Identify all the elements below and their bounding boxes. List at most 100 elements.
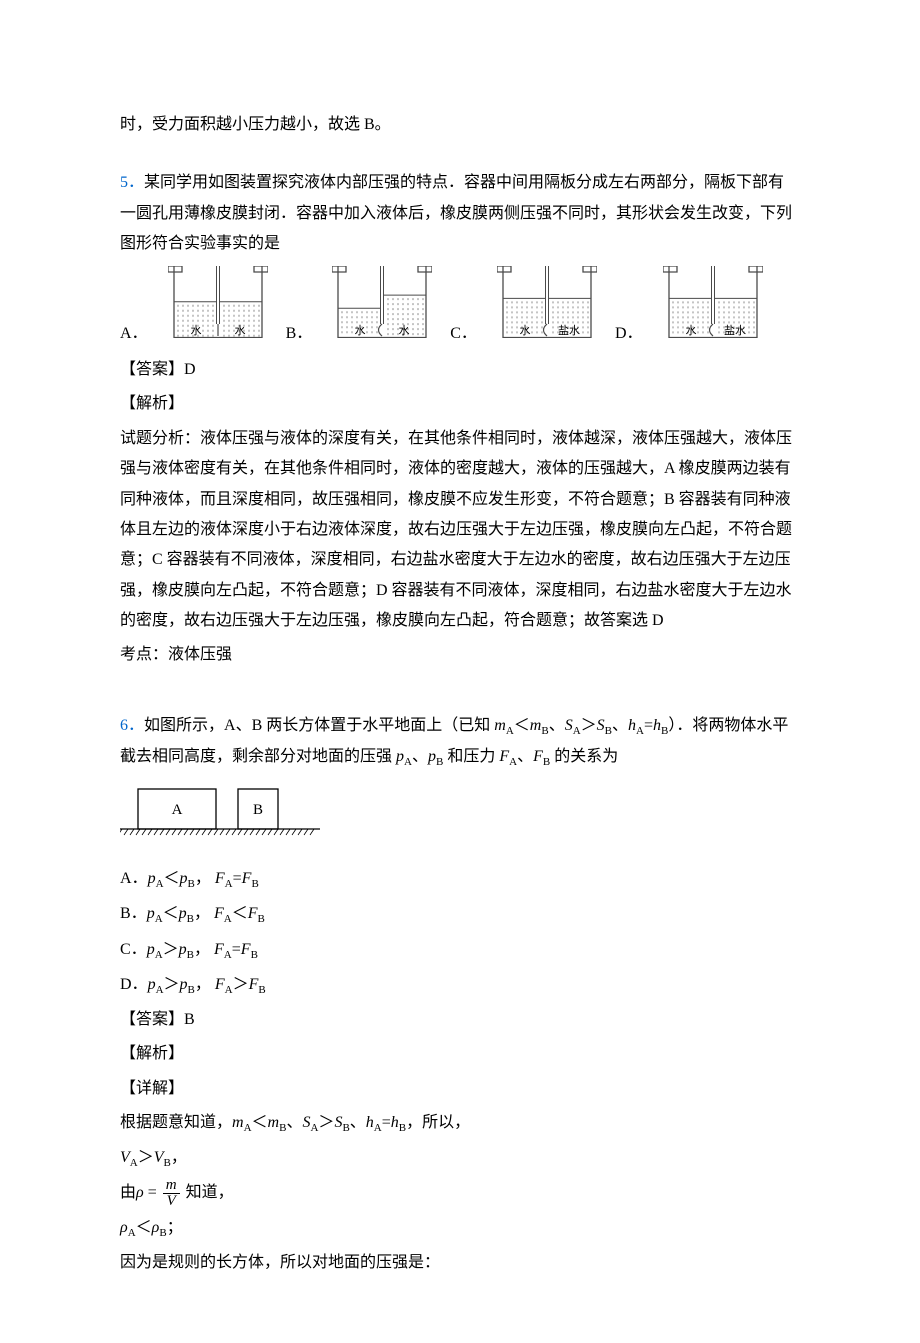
svg-text:B: B <box>253 802 263 818</box>
sym: F <box>533 748 543 765</box>
sym: F <box>249 976 259 993</box>
frac-num: m <box>163 1178 180 1194</box>
op: = <box>644 717 653 734</box>
sub: A <box>156 984 164 996</box>
op: ＜ <box>232 905 248 922</box>
q6-detail-label: 【详解】 <box>120 1074 800 1104</box>
q5-topic: 考点：液体压强 <box>120 640 800 670</box>
sym: F <box>248 905 258 922</box>
svg-text:水: 水 <box>234 324 245 337</box>
answer-label: 【答案】 <box>120 361 184 378</box>
sep: 、 <box>612 717 628 734</box>
q5-options-row: A． 水水 B． 水水 C． 水盐水 D． 水盐水 <box>120 266 800 349</box>
spacer <box>120 675 800 711</box>
q5-opt-a-label: A． <box>120 319 148 349</box>
sym: ρ <box>120 1219 128 1236</box>
sym: p <box>180 870 188 887</box>
sub: B <box>188 879 195 891</box>
sub: A <box>130 1157 138 1169</box>
answer-label: 【答案】 <box>120 1011 184 1028</box>
sub: A <box>156 879 164 891</box>
prev-fragment: 时，受力面积越小压力越小，故选 B。 <box>120 110 800 140</box>
sub: A <box>155 914 163 926</box>
sub: A <box>506 725 514 737</box>
sub: A <box>573 725 581 737</box>
op: ＜ <box>252 1114 268 1131</box>
opt-label: A． <box>120 870 148 887</box>
op: = <box>233 870 242 887</box>
q6-last: 因为是规则的长方体，所以对地面的压强是： <box>120 1248 800 1278</box>
sub: B <box>159 1227 166 1239</box>
q5-number: 5． <box>120 174 144 191</box>
op: ＞ <box>138 1149 154 1166</box>
txt: 由 <box>120 1184 136 1201</box>
sub: B <box>251 879 258 891</box>
sep: ， <box>194 941 210 958</box>
sym: F <box>214 941 224 958</box>
sym: m <box>494 717 506 734</box>
sym: ρ <box>136 1184 144 1201</box>
sym: F <box>215 870 225 887</box>
sym: F <box>499 748 509 765</box>
sym: p <box>148 976 156 993</box>
op: ＜ <box>136 1219 152 1236</box>
q5-body: 某同学用如图装置探究液体内部压强的特点．容器中间用隔板分成左右两部分，隔板下部有… <box>120 174 792 252</box>
sym: p <box>180 976 188 993</box>
sub: A <box>128 1227 136 1239</box>
svg-text:盐水: 盐水 <box>724 324 746 337</box>
sym: F <box>242 870 252 887</box>
sym: F <box>215 976 225 993</box>
op: ＞ <box>163 941 179 958</box>
sub: A <box>155 949 163 961</box>
sym: h <box>653 717 661 734</box>
sub: B <box>342 1122 349 1134</box>
q6-rho-rel: ρA＜ρB； <box>120 1213 800 1244</box>
txt: 根据题意知道， <box>120 1114 232 1131</box>
sub: B <box>436 756 443 768</box>
sym: h <box>391 1114 399 1131</box>
sub: A <box>225 984 233 996</box>
q5-diagram-a: 水水 <box>168 266 268 349</box>
sub: B <box>605 725 612 737</box>
sep: 、 <box>517 748 533 765</box>
sep: ， <box>195 976 211 993</box>
opt-label: D． <box>120 976 148 993</box>
svg-text:A: A <box>172 802 183 818</box>
sep: 、 <box>412 748 428 765</box>
svg-text:水: 水 <box>355 324 366 337</box>
q6-detail1: 根据题意知道，mA＜mB、SA＞SB、hA=hB，所以， <box>120 1108 800 1139</box>
sub: A <box>244 1122 252 1134</box>
sym: p <box>179 905 187 922</box>
q6-rho-line: 由ρ = mV 知道， <box>120 1178 800 1209</box>
q5-diagram-c: 水盐水 <box>497 266 597 349</box>
q5-text: 5．某同学用如图装置探究液体内部压强的特点．容器中间用隔板分成左右两部分，隔板下… <box>120 168 800 259</box>
sym: F <box>241 941 251 958</box>
q5-opt-c-label: C． <box>450 319 477 349</box>
sub: A <box>225 879 233 891</box>
sym: p <box>147 941 155 958</box>
sym: h <box>628 717 636 734</box>
q6-opt-b: B．pA＜pB， FA＜FB <box>120 899 800 930</box>
q6-intro-c: 的关系为 <box>550 748 618 765</box>
op: ＞ <box>233 976 249 993</box>
sub: B <box>541 725 548 737</box>
q6-intro-a: 如图所示，A、B 两长方体置于水平地面上（已知 <box>144 717 494 734</box>
svg-text:水: 水 <box>399 324 410 337</box>
sym: m <box>268 1114 280 1131</box>
answer-value: D <box>184 361 196 378</box>
q6-answer: 【答案】B <box>120 1005 800 1035</box>
q6-opt-d: D．pA＞pB， FA＞FB <box>120 970 800 1001</box>
sep: 、 <box>286 1114 302 1131</box>
op: ＜ <box>514 717 530 734</box>
sym: p <box>179 941 187 958</box>
sub: B <box>258 984 265 996</box>
q5-diagram-d: 水盐水 <box>663 266 763 349</box>
sub: A <box>224 914 232 926</box>
sym: p <box>396 748 404 765</box>
sym: h <box>366 1114 374 1131</box>
sym: V <box>154 1149 164 1166</box>
topic-label: 考点： <box>120 646 168 663</box>
sym: V <box>120 1149 130 1166</box>
op: = <box>144 1184 161 1201</box>
q5-expl-label: 【解析】 <box>120 389 800 419</box>
